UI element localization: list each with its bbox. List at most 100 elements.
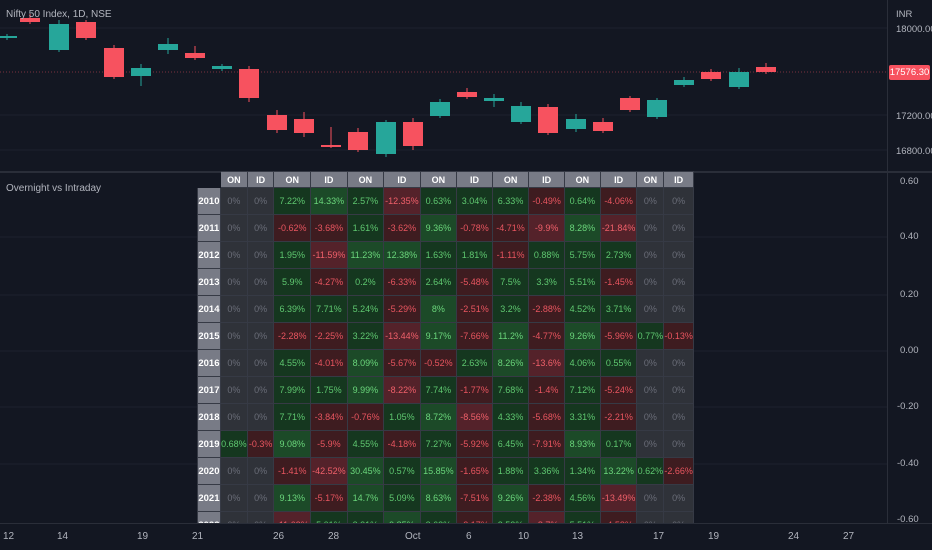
year-cell: 2019 — [197, 430, 221, 458]
return-cell: -4.06% — [599, 187, 638, 215]
return-cell: 0% — [246, 187, 275, 215]
return-cell: 0% — [636, 214, 665, 242]
column-header: ON — [273, 171, 312, 188]
return-cell: 3.2% — [492, 295, 530, 323]
table-row: 2014 0% 0% 6.39% 7.71% 5.24% -5.29% 8% -2.51% 3.2… — [197, 295, 694, 323]
return-cell: 8.26% — [492, 349, 530, 377]
candle-body — [620, 98, 640, 110]
return-cell: 8% — [419, 295, 458, 323]
return-cell: 0% — [219, 295, 248, 323]
indicator-scale-label: -0.60 — [897, 514, 919, 525]
return-cell: 0.57% — [383, 457, 421, 485]
time-label: 14 — [57, 531, 69, 542]
return-cell: -7.91% — [528, 430, 566, 458]
return-cell: 4.06% — [564, 349, 601, 377]
return-cell: 12.38% — [383, 241, 421, 269]
candle-body — [457, 92, 477, 97]
return-cell: -13.49% — [599, 484, 638, 512]
return-cell: 1.63% — [419, 241, 458, 269]
return-cell: 9.36% — [419, 214, 458, 242]
time-label: 21 — [192, 531, 204, 542]
return-cell: 0.2% — [346, 268, 385, 296]
return-cell: 7.99% — [273, 376, 312, 404]
time-axis[interactable]: 12 14 19 21 26 28 Oct 6 10 13 17 19 24 2… — [0, 523, 932, 550]
return-cell: 11.23% — [346, 241, 385, 269]
indicator-legend[interactable]: Overnight vs Intraday — [6, 183, 102, 194]
return-cell: -4.71% — [492, 214, 530, 242]
return-cell: 5.24% — [346, 295, 385, 323]
candle-body — [0, 36, 17, 38]
currency-label: INR — [896, 9, 913, 20]
return-cell: 8.93% — [564, 430, 601, 458]
return-cell: 0% — [663, 187, 694, 215]
return-cell: 7.5% — [492, 268, 530, 296]
table-row: 2010 0% 0% 7.22% 14.33% 2.57% -12.35% 0.63% 3.04… — [197, 187, 694, 215]
return-cell: -5.29% — [383, 295, 421, 323]
return-cell: 5.51% — [564, 268, 601, 296]
return-cell: 3.36% — [528, 457, 566, 485]
return-cell: 0% — [636, 295, 665, 323]
candle-body — [212, 66, 232, 69]
return-cell: 0% — [663, 376, 694, 404]
return-cell: 0% — [246, 484, 275, 512]
return-cell: 5.09% — [383, 484, 421, 512]
return-cell: 1.81% — [456, 241, 494, 269]
return-cell: 0% — [219, 349, 248, 377]
return-cell: -0.76% — [346, 403, 385, 431]
return-cell: 9.85% — [383, 511, 421, 523]
return-cell: -0.62% — [273, 214, 312, 242]
return-cell: -4.58% — [599, 511, 638, 523]
price-chart-pane[interactable]: Nifty 50 Index, 1D, NSE — [0, 0, 887, 171]
indicator-scale-label: 0.60 — [900, 176, 919, 187]
column-header: ON — [346, 171, 385, 188]
year-cell: 2011 — [197, 214, 221, 242]
return-cell: 0% — [219, 214, 248, 242]
return-cell: 3.31% — [564, 403, 601, 431]
column-header: ON — [219, 171, 248, 188]
table-row: 2018 0% 0% 7.71% -3.84% -0.76% 1.05% 8.72% -8.56… — [197, 403, 694, 431]
table-corner — [198, 172, 221, 188]
return-cell: -5.9% — [310, 430, 348, 458]
table-row: 2015 0% 0% -2.28% -2.25% 3.22% -13.44% 9.17% -7.… — [197, 322, 694, 350]
return-cell: 0% — [663, 214, 694, 242]
candle-body — [756, 67, 776, 72]
candle-body — [403, 122, 423, 146]
return-cell: 1.05% — [383, 403, 421, 431]
return-cell: -2.28% — [273, 322, 312, 350]
return-cell: 0% — [219, 187, 248, 215]
return-cell: 5.01% — [310, 511, 348, 523]
candle-body — [430, 102, 450, 116]
return-cell: 0% — [636, 376, 665, 404]
return-cell: 0% — [636, 187, 665, 215]
column-header: ID — [663, 171, 694, 188]
indicator-scale-label: 0.40 — [900, 231, 919, 242]
return-cell: 4.56% — [564, 484, 601, 512]
column-header: ID — [528, 171, 566, 188]
return-cell: 6.39% — [273, 295, 312, 323]
candlestick-chart[interactable] — [0, 0, 887, 171]
indicator-scale-label: 0.20 — [900, 289, 919, 300]
return-cell: 0% — [246, 457, 275, 485]
return-cell: 0% — [663, 430, 694, 458]
return-cell: -5.92% — [456, 430, 494, 458]
return-cell: 0% — [246, 403, 275, 431]
return-cell: 0% — [219, 457, 248, 485]
price-scale[interactable]: INR 18000.00 17200.00 16800.00 0.60 0.40… — [887, 0, 932, 525]
return-cell: -0.52% — [419, 349, 458, 377]
return-cell: 0% — [663, 268, 694, 296]
return-cell: 3.3% — [528, 268, 566, 296]
return-cell: 0% — [246, 511, 275, 523]
return-cell: -4.27% — [310, 268, 348, 296]
return-cell: 9.99% — [346, 376, 385, 404]
year-cell: 2018 — [197, 403, 221, 431]
candle-body — [484, 98, 504, 101]
time-label: 17 — [653, 531, 665, 542]
return-cell: 0% — [219, 484, 248, 512]
return-cell: -8.56% — [456, 403, 494, 431]
symbol-legend[interactable]: Nifty 50 Index, 1D, NSE — [6, 9, 112, 20]
candle-body — [593, 122, 613, 131]
return-cell: 9.26% — [492, 484, 530, 512]
return-cell: 0% — [246, 349, 275, 377]
return-cell: -1.65% — [456, 457, 494, 485]
return-cell: -2.88% — [528, 295, 566, 323]
